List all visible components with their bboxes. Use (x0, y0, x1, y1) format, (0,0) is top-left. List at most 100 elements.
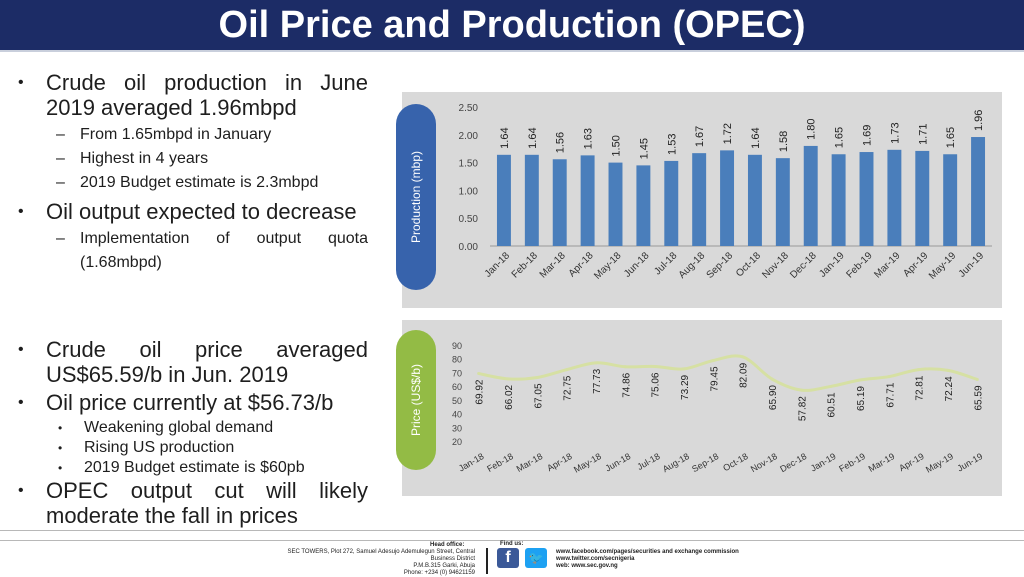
data-point (594, 361, 598, 365)
y-tick-label: 70 (452, 368, 462, 378)
data-point (623, 365, 627, 369)
y-tick-label: 50 (452, 396, 462, 406)
sub-bullet-text: 2019 Budget estimate is $60pb (84, 459, 305, 476)
bar (496, 154, 511, 246)
footer-divider (0, 540, 1024, 541)
data-label: 75.06 (651, 372, 662, 397)
data-label: 60.51 (827, 392, 838, 417)
data-point (946, 368, 950, 372)
data-label: 1.63 (583, 128, 595, 149)
bar (831, 154, 846, 246)
data-point (770, 377, 774, 381)
dash-icon: – (56, 150, 65, 167)
bullet-item: • Oil output expected to decrease (18, 199, 368, 224)
x-tick-label: Jun-18 (603, 451, 632, 473)
data-label: 74.86 (621, 372, 632, 397)
production-bar-chart: 0.00 0.50 1.00 1.50 2.00 2.50 1.64 Jan-18 1.64 Fe… (459, 103, 992, 282)
data-point (829, 384, 833, 388)
bullet-dot-icon: • (18, 74, 24, 91)
slide-title: Oil Price and Production (OPEC) (218, 4, 806, 46)
x-tick-label: Jun-18 (622, 250, 652, 280)
data-point (741, 355, 745, 359)
bullet-item: • OPEC output cut will likely moderate t… (18, 478, 368, 528)
data-label: 69.92 (475, 379, 486, 404)
y-tick-label: 1.50 (459, 159, 479, 170)
data-point (711, 358, 715, 362)
price-axis-label: Price (US$/b) (396, 330, 436, 470)
web-link[interactable]: web: www.sec.gov.ng (556, 563, 618, 569)
bullet-dot-icon: • (18, 482, 24, 499)
x-tick-label: Dec-18 (778, 451, 808, 474)
y-tick-label: 0.50 (459, 214, 479, 225)
x-tick-label: May-19 (927, 250, 959, 282)
y-tick-label: 0.00 (459, 242, 479, 253)
y-tick-label: 90 (452, 341, 462, 351)
data-label: 72.24 (944, 376, 955, 401)
data-label: 72.75 (563, 375, 574, 400)
sub-bullet-item: –2019 Budget estimate is 2.3mbpd (18, 171, 368, 195)
x-tick-label: Sep-18 (690, 451, 720, 474)
data-point (917, 368, 921, 372)
address-line1: SEC TOWERS, Plot 272, Samuel Adesujo Ade… (287, 549, 475, 555)
data-label: 1.65 (945, 127, 957, 148)
title-bar (0, 0, 1024, 52)
x-tick-label: Oct-18 (734, 250, 763, 279)
facebook-link[interactable]: www.facebook.com/pages/securities and ex… (556, 549, 739, 555)
x-tick-label: Jan-19 (817, 250, 847, 280)
footer-divider (0, 530, 1024, 531)
x-tick-label: Aug-18 (661, 451, 691, 474)
bar (664, 160, 679, 246)
bullet-dot-icon: • (58, 421, 63, 435)
dash-icon: – (56, 174, 65, 191)
address-line3: P.M.B.315 Garki, Abuja (413, 563, 475, 569)
data-label: 82.09 (739, 362, 750, 387)
x-tick-label: Nov-18 (749, 451, 779, 474)
data-point (682, 367, 686, 371)
data-label: 73.29 (680, 374, 691, 399)
bar (720, 150, 735, 246)
price-series-line (478, 354, 978, 392)
x-tick-label: May-18 (572, 451, 603, 475)
footer-separator (486, 548, 488, 574)
data-label: 1.64 (527, 127, 539, 148)
facebook-icon[interactable]: f (497, 548, 519, 568)
data-point (565, 368, 569, 372)
bar (775, 158, 790, 246)
x-tick-label: Feb-19 (837, 451, 867, 474)
bullet-item: • Crude oil production in June 2019 aver… (18, 70, 368, 120)
x-tick-label: Mar-19 (872, 250, 902, 280)
sub-bullet-text: Implementation of output quota (1.68mbpd… (80, 230, 368, 271)
price-chart-panel (402, 320, 1002, 496)
sub-bullet-text: From 1.65mbpd in January (80, 126, 272, 143)
bullet-dot-icon: • (18, 341, 24, 358)
bullet-item: • Crude oil price averaged US$65.59/b in… (18, 337, 368, 387)
data-point (799, 388, 803, 392)
x-tick-label: Nov-18 (760, 250, 791, 281)
data-label: 1.73 (889, 122, 901, 143)
data-label: 65.90 (768, 385, 779, 410)
sub-bullet-item: – From 1.65mbpd in January (18, 123, 368, 147)
bar (859, 152, 874, 246)
x-tick-label: Jun-19 (955, 451, 984, 473)
data-label: 1.50 (611, 135, 623, 156)
dash-icon: – (56, 230, 65, 247)
y-tick-label: 2.00 (459, 131, 479, 142)
bar (887, 149, 902, 246)
data-label: 1.64 (750, 127, 762, 148)
bar (608, 162, 623, 246)
twitter-icon[interactable]: 🐦 (525, 548, 547, 568)
bullet-dot-icon: • (18, 394, 24, 411)
data-point (975, 377, 979, 381)
data-label: 1.65 (834, 127, 846, 148)
data-label: 1.69 (862, 125, 874, 146)
x-tick-label: Feb-18 (510, 250, 540, 280)
bullet-text: Crude oil production in June 2019 averag… (46, 70, 368, 120)
data-label: 1.53 (666, 134, 678, 155)
bar (636, 165, 651, 246)
data-point (477, 372, 481, 376)
data-label: 1.96 (973, 110, 985, 131)
price-line-chart: 20 30 40 50 60 70 80 90 69.92 Jan-18 66.02 Feb-18 67… (452, 341, 984, 475)
find-us-label: Find us: (500, 541, 524, 547)
twitter-link[interactable]: www.twitter.com/secnigeria (556, 556, 635, 562)
y-tick-label: 60 (452, 382, 462, 392)
